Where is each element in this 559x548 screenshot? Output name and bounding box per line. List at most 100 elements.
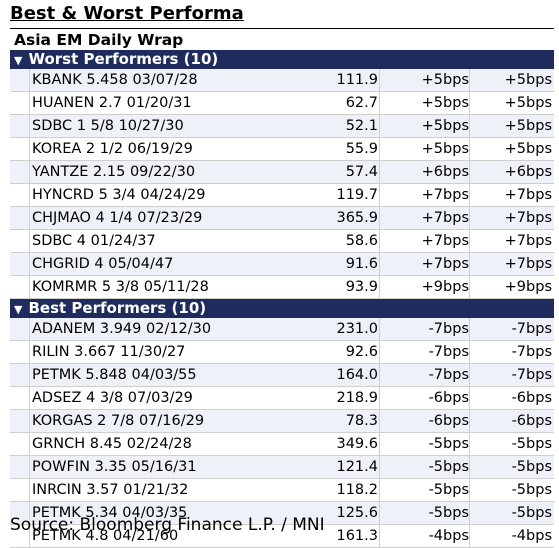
bond-name: KOMRMR 5 3/8 05/11/28 [32, 279, 209, 295]
bond-name: RILIN 3.667 11/30/27 [32, 344, 186, 360]
change-total: -5bps [511, 505, 552, 521]
spread-value: 161.3 [336, 528, 378, 544]
change-total: +7bps [504, 210, 552, 226]
table-row: PETMK 5.34 04/03/35 125.6 -5bps -5bps [10, 502, 554, 525]
change-1d: -7bps [428, 321, 469, 337]
bond-name: YANTZE 2.15 09/22/30 [32, 164, 196, 180]
spread-value: 93.9 [345, 279, 378, 295]
spread-value: 92.6 [345, 344, 378, 360]
change-total: +7bps [504, 187, 552, 203]
change-1d: -5bps [428, 459, 469, 475]
spread-value: 57.4 [345, 164, 378, 180]
table-row: KORGAS 2 7/8 07/16/29 78.3 -6bps -6bps [10, 410, 554, 433]
worst-performers-label: Worst Performers (10) [28, 50, 219, 68]
table-subtitle: Asia EM Daily Wrap [10, 28, 554, 50]
bond-name: SDBC 1 5/8 10/27/30 [32, 118, 184, 134]
change-1d: -7bps [428, 344, 469, 360]
change-total: -5bps [511, 459, 552, 475]
table-row: YANTZE 2.15 09/22/30 57.4 +6bps +6bps [10, 161, 554, 184]
change-total: +9bps [504, 279, 552, 295]
change-total: -4bps [511, 528, 552, 544]
bond-name: HUANEN 2.7 01/20/31 [32, 95, 192, 111]
spread-value: 58.6 [345, 233, 378, 249]
table-row: HYNCRD 5 3/4 04/24/29 119.7 +7bps +7bps [10, 184, 554, 207]
bond-name: ADANEM 3.949 02/12/30 [32, 321, 212, 337]
change-total: +7bps [504, 256, 552, 272]
change-1d: -4bps [428, 528, 469, 544]
change-total: -5bps [511, 436, 552, 452]
change-total: -7bps [511, 321, 552, 337]
table-row: HUANEN 2.7 01/20/31 62.7 +5bps +5bps [10, 92, 554, 115]
worst-performers-list: KBANK 5.458 03/07/28 111.9 +5bps +5bps HUANE… [10, 69, 554, 299]
bond-name: INRCIN 3.57 01/21/32 [32, 482, 189, 498]
spread-value: 119.7 [336, 187, 378, 203]
table-row: CHGRID 4 05/04/47 91.6 +7bps +7bps [10, 253, 554, 276]
change-divider [469, 69, 470, 299]
bond-name: KOREA 2 1/2 06/19/29 [32, 141, 193, 157]
table-row: KBANK 5.458 03/07/28 111.9 +5bps +5bps [10, 69, 554, 92]
table-row: KOREA 2 1/2 06/19/29 55.9 +5bps +5bps [10, 138, 554, 161]
spread-value: 91.6 [345, 256, 378, 272]
spread-value: 218.9 [336, 390, 378, 406]
spread-value: 78.3 [345, 413, 378, 429]
spread-value: 118.2 [336, 482, 378, 498]
spread-value: 111.9 [336, 72, 378, 88]
bond-name: PETMK 5.848 04/03/55 [32, 367, 197, 383]
change-total: -6bps [511, 390, 552, 406]
change-total: +5bps [504, 118, 552, 134]
change-1d: +6bps [421, 164, 469, 180]
change-total: +7bps [504, 233, 552, 249]
change-total: +5bps [504, 95, 552, 111]
spread-value: 55.9 [345, 141, 378, 157]
table-row: RILIN 3.667 11/30/27 92.6 -7bps -7bps [10, 341, 554, 364]
bond-name: GRNCH 8.45 02/24/28 [32, 436, 192, 452]
change-1d: -5bps [428, 505, 469, 521]
bond-name: SDBC 4 01/24/37 [32, 233, 156, 249]
page-title: Best & Worst Performa [10, 3, 244, 24]
change-1d: +7bps [421, 233, 469, 249]
table-row: ADANEM 3.949 02/12/30 231.0 -7bps -7bps [10, 318, 554, 341]
source-note: Source: Bloomberg Finance L.P. / MNI [10, 515, 325, 535]
table-row: INRCIN 3.57 01/21/32 118.2 -5bps -5bps [10, 479, 554, 502]
table-row: POWFIN 3.35 05/16/31 121.4 -5bps -5bps [10, 456, 554, 479]
change-1d: +5bps [421, 118, 469, 134]
change-divider [469, 318, 470, 548]
change-1d: +7bps [421, 210, 469, 226]
change-total: -7bps [511, 367, 552, 383]
bond-name: PETMK 4.8 04/21/60 [32, 528, 179, 544]
change-1d: +7bps [421, 256, 469, 272]
best-performers-header[interactable]: ▼ Best Performers (10) [10, 299, 554, 318]
value-divider [379, 69, 380, 299]
spread-value: 52.1 [345, 118, 378, 134]
change-1d: +5bps [421, 141, 469, 157]
change-1d: -6bps [428, 390, 469, 406]
spread-value: 365.9 [336, 210, 378, 226]
spread-value: 349.6 [336, 436, 378, 452]
bond-name: KORGAS 2 7/8 07/16/29 [32, 413, 205, 429]
value-divider [379, 318, 380, 548]
performers-table: Asia EM Daily Wrap ▼ Worst Performers (10… [10, 28, 554, 548]
bond-name: POWFIN 3.35 05/16/31 [32, 459, 197, 475]
spread-value: 164.0 [336, 367, 378, 383]
change-1d: +5bps [421, 72, 469, 88]
table-row: SDBC 4 01/24/37 58.6 +7bps +7bps [10, 230, 554, 253]
bond-name: ADSEZ 4 3/8 07/03/29 [32, 390, 193, 406]
change-1d: -6bps [428, 413, 469, 429]
worst-performers-header[interactable]: ▼ Worst Performers (10) [10, 50, 554, 69]
table-row: ADSEZ 4 3/8 07/03/29 218.9 -6bps -6bps [10, 387, 554, 410]
spread-value: 121.4 [336, 459, 378, 475]
left-border [29, 69, 30, 299]
spread-value: 125.6 [336, 505, 378, 521]
change-total: +5bps [504, 141, 552, 157]
bond-name: KBANK 5.458 03/07/28 [32, 72, 198, 88]
bond-name: PETMK 5.34 04/03/35 [32, 505, 188, 521]
bond-name: CHGRID 4 05/04/47 [32, 256, 174, 272]
change-total: -7bps [511, 344, 552, 360]
change-total: -6bps [511, 413, 552, 429]
table-row: CHJMAO 4 1/4 07/23/29 365.9 +7bps +7bps [10, 207, 554, 230]
bond-name: HYNCRD 5 3/4 04/24/29 [32, 187, 206, 203]
table-row: KOMRMR 5 3/8 05/11/28 93.9 +9bps +9bps [10, 276, 554, 299]
change-1d: -7bps [428, 367, 469, 383]
table-row: SDBC 1 5/8 10/27/30 52.1 +5bps +5bps [10, 115, 554, 138]
left-border [29, 318, 30, 548]
